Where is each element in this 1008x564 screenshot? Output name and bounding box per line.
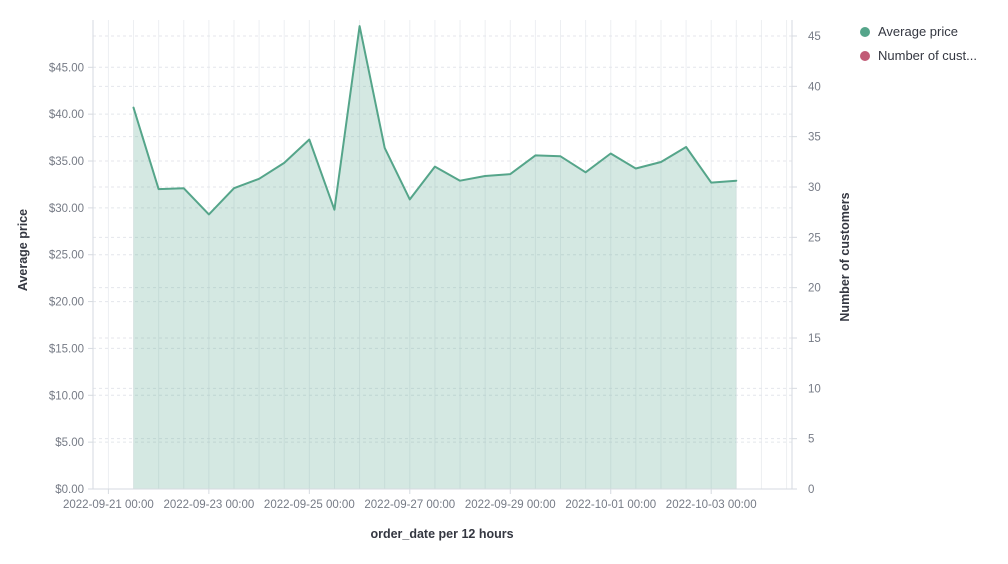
legend-item-number-of-cust[interactable]: Number of cust... xyxy=(860,48,977,63)
right-axis-tick-label: 20 xyxy=(808,283,821,295)
x-axis-tick-label: 2022-09-27 00:00 xyxy=(364,499,455,511)
left-axis-tick-label: $30.00 xyxy=(49,203,84,215)
left-axis-tick-label: $40.00 xyxy=(49,109,84,121)
average-price-area-fill xyxy=(133,26,737,489)
x-axis-tick-label: 2022-10-01 00:00 xyxy=(565,499,656,511)
left-axis-tick-label: $20.00 xyxy=(49,297,84,309)
left-axis-tick-label: $45.00 xyxy=(49,62,84,74)
left-axis-tick-label: $0.00 xyxy=(55,484,84,496)
left-axis-tick-label: $15.00 xyxy=(49,343,84,355)
left-axis-tick-label: $35.00 xyxy=(49,156,84,168)
x-axis-tick-label: 2022-09-29 00:00 xyxy=(465,499,556,511)
x-axis-tick-label: 2022-09-21 00:00 xyxy=(63,499,154,511)
left-axis-title: Average price xyxy=(16,209,30,291)
x-axis-title: order_date per 12 hours xyxy=(370,527,513,541)
average-price-line xyxy=(132,25,738,216)
axis-tick-labels: $0.00 $5.00 $10.00 $15.00 $20.00 $25.00 $30.00… xyxy=(49,31,821,511)
right-axis-title: Number of customers xyxy=(838,192,852,321)
right-axis-tick-label: 45 xyxy=(808,31,821,43)
right-axis-tick-label: 30 xyxy=(808,182,821,194)
right-axis-tick-label: 35 xyxy=(808,132,821,144)
legend-marker-icon xyxy=(860,50,870,61)
right-axis-tick-label: 0 xyxy=(808,484,814,496)
left-axis-tick-label: $25.00 xyxy=(49,250,84,262)
x-axis-tick-label: 2022-09-25 00:00 xyxy=(264,499,355,511)
x-axis-tick-label: 2022-10-03 00:00 xyxy=(666,499,757,511)
right-axis-tick-label: 5 xyxy=(808,434,814,446)
legend-label: Number of cust... xyxy=(878,48,977,63)
legend: Average price Number of cust... xyxy=(860,24,977,72)
legend-label: Average price xyxy=(878,24,958,39)
legend-item-average-price[interactable]: Average price xyxy=(860,24,977,39)
horizontal-gridlines xyxy=(93,35,792,443)
right-axis-tick-label: 10 xyxy=(808,383,821,395)
area-series-average-price xyxy=(132,25,738,489)
left-axis-tick-label: $5.00 xyxy=(55,437,84,449)
right-axis-tick-label: 25 xyxy=(808,232,821,244)
right-axis-tick-label: 15 xyxy=(808,333,821,345)
x-axis-tick-label: 2022-09-23 00:00 xyxy=(163,499,254,511)
left-axis-tick-label: $10.00 xyxy=(49,390,84,402)
legend-marker-icon xyxy=(860,26,870,37)
right-axis-tick-label: 40 xyxy=(808,81,821,93)
